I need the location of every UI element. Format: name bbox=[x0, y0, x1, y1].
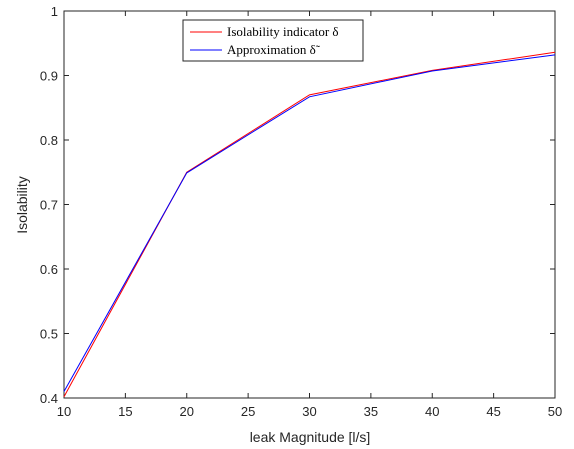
y-tick-label: 0.9 bbox=[40, 69, 58, 84]
plot-area bbox=[63, 10, 556, 399]
y-tick-label: 0.7 bbox=[40, 198, 58, 213]
y-tick-label: 0.5 bbox=[40, 327, 58, 342]
x-axis-label: leak Magnitude [l/s] bbox=[250, 429, 371, 445]
y-tick-label: 0.8 bbox=[40, 133, 58, 148]
x-tick-label: 45 bbox=[486, 404, 500, 419]
series-line-isolability bbox=[63, 51, 556, 397]
y-tick-label: 0.6 bbox=[40, 262, 58, 277]
plot-frame bbox=[63, 10, 556, 399]
x-tick-label: 15 bbox=[118, 404, 132, 419]
x-tick-label: 30 bbox=[302, 404, 316, 419]
x-tick-label: 50 bbox=[548, 404, 562, 419]
y-axis-label: Isolability bbox=[14, 176, 30, 234]
x-tick-label: 35 bbox=[364, 404, 378, 419]
y-tick-label: 1 bbox=[51, 4, 58, 19]
legend: Isolability indicator δ Approximation δ̃ bbox=[182, 19, 364, 62]
y-tick-label: 0.4 bbox=[40, 391, 58, 406]
x-tick-label: 40 bbox=[425, 404, 439, 419]
axis-ticks: 10 15 20 25 30 35 40 45 50 0.4 0.5 0.6 0.7 0.8 0.9 1 bbox=[40, 4, 562, 419]
legend-label-isolability: Isolability indicator δ bbox=[227, 24, 339, 39]
series-line-approximation bbox=[63, 54, 556, 392]
x-tick-label: 20 bbox=[180, 404, 194, 419]
series-layer bbox=[63, 51, 556, 397]
x-tick-label: 25 bbox=[241, 404, 255, 419]
x-tick-label: 10 bbox=[57, 404, 71, 419]
legend-label-approximation: Approximation δ̃ bbox=[227, 42, 321, 57]
legend-box bbox=[182, 19, 364, 62]
